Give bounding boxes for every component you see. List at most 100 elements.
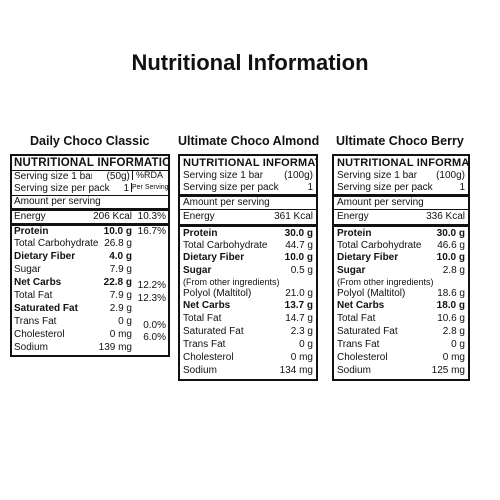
nutrient-value: 0 g — [118, 316, 132, 327]
nutrient-label: Energy — [337, 211, 369, 222]
nutrient-row: Polyol (Maltitol) 21.0 g — [180, 287, 316, 300]
nutrient-row: Cholesterol 0 mg — [334, 351, 468, 364]
nutrient-value: 4.0 g — [109, 251, 132, 262]
nutrient-row: Total Fat 7.9 g 12.3% — [12, 289, 168, 304]
nutrient-row: Dietary Fiber 10.0 g — [334, 252, 468, 264]
nutrient-label: Dietary Fiber — [183, 252, 245, 263]
nutrient-row: Protein 30.0 g — [180, 227, 316, 240]
serving-size-label: Serving size 1 bar — [183, 170, 264, 181]
nutrient-row: Sugar 2.8 g — [334, 264, 468, 277]
nutrient-value: 22.8 g — [103, 277, 132, 288]
per-pack-value: 1 — [307, 182, 313, 193]
nutrient-label: Total Carbohydrate — [337, 240, 422, 251]
nutrient-row: Sodium 139 mg — [12, 341, 168, 355]
nutrient-row: Total Carbohydrate 44.7 g — [180, 240, 316, 252]
nutrient-label: Protein — [183, 228, 218, 239]
amount-row: Amount per serving — [180, 197, 316, 209]
nutrient-row: Saturated Fat 2.3 g — [180, 325, 316, 338]
product-name-almond: Ultimate Choco Almond — [178, 134, 320, 148]
nutrient-label: Trans Fat — [183, 339, 226, 350]
nutrient-value: 7.9 g — [109, 264, 132, 275]
nutrient-rda: 6.0% — [143, 332, 166, 343]
per-pack-value: 1 — [459, 182, 465, 193]
serving-size-value: (50g) — [106, 171, 130, 182]
panel-header: NUTRITIONAL INFORMATION — [337, 157, 468, 169]
panel-header: NUTRITIONAL INFORMATION — [183, 157, 316, 169]
nutrient-value: 0 g — [299, 339, 313, 350]
nutrient-label: Total Carbohydrate — [183, 240, 268, 251]
nutrient-value: 13.7 g — [284, 300, 313, 311]
rda-subheader: Per Serving — [132, 184, 169, 191]
nutrient-row: Dietary Fiber 4.0 g — [12, 250, 168, 263]
nutrient-label: Trans Fat — [14, 316, 57, 327]
nutrient-value: 125 mg — [431, 365, 465, 376]
nutrient-rda: 12.3% — [137, 293, 166, 304]
nutrient-label: Polyol (Maltitol) — [337, 288, 406, 299]
amount-row: Amount per serving — [12, 196, 168, 208]
nutrient-label: Energy — [14, 211, 46, 222]
nutrient-label: Saturated Fat — [14, 303, 78, 314]
nutrition-panel-berry: NUTRITIONAL INFORMATION Serving size 1 b… — [332, 154, 470, 381]
nutrient-label: Net Carbs — [337, 300, 385, 311]
nutrient-row: Total Carbohydrate 26.8 g — [12, 238, 168, 250]
nutrient-value: 0.5 g — [290, 265, 313, 276]
nutrient-rda: 10.3% — [137, 211, 166, 222]
nutrient-value: 0 g — [451, 339, 465, 350]
nutrient-label: Sodium — [183, 365, 217, 376]
nutrient-label: Net Carbs — [183, 300, 231, 311]
nutrient-note-row: (From other ingredients) — [180, 277, 316, 287]
amount-row: Amount per serving — [334, 197, 468, 209]
nutrient-value: 10.0 g — [103, 226, 132, 237]
nutrient-row: Protein 10.0 g 16.7% — [12, 226, 168, 238]
nutrient-rda: 16.7% — [137, 226, 166, 237]
nutrient-label: Sodium — [337, 365, 371, 376]
nutrient-label: Cholesterol — [337, 352, 388, 363]
nutrition-panel-almond: NUTRITIONAL INFORMATION Serving size 1 b… — [178, 154, 318, 381]
nutrient-value: 30.0 g — [284, 228, 313, 239]
per-pack-label: Serving size per pack — [183, 182, 279, 193]
nutrient-value: 361 Kcal — [274, 211, 313, 222]
nutrient-value: 206 Kcal — [93, 211, 132, 222]
nutrient-label: Saturated Fat — [183, 326, 244, 337]
nutrient-label: Total Fat — [183, 313, 222, 324]
nutrient-label: Energy — [183, 211, 215, 222]
serving-size-value: (100g) — [284, 170, 313, 181]
nutrient-label: Sugar — [337, 265, 366, 276]
nutrient-value: 0 mg — [442, 352, 465, 363]
product-name-berry: Ultimate Choco Berry — [336, 134, 464, 148]
nutrient-row: Energy 336 Kcal — [334, 210, 468, 224]
nutrient-label: Net Carbs — [14, 277, 62, 288]
nutrient-label: Total Carbohydrate — [14, 238, 99, 249]
serving-size-value: (100g) — [436, 170, 465, 181]
nutrient-row: Total Fat 14.7 g — [180, 312, 316, 325]
serving-size-row: Serving size 1 bar (100g) — [334, 170, 468, 182]
nutrient-row: Energy 206 Kcal 10.3% — [12, 211, 168, 223]
nutrient-row: Total Fat 10.6 g — [334, 312, 468, 325]
nutrient-row: Trans Fat 0 g — [180, 338, 316, 351]
nutrient-value: 2.8 g — [442, 326, 465, 337]
nutrient-row: Saturated Fat 2.9 g — [12, 302, 168, 315]
rda-subheader-cell: Per Serving — [131, 183, 169, 192]
nutrient-value: 44.7 g — [285, 240, 313, 251]
nutrient-label: Polyol (Maltitol) — [183, 288, 252, 299]
per-pack-label: Serving size per pack — [14, 183, 110, 194]
nutrient-note-row: (From other ingredients) — [334, 277, 468, 287]
nutrient-row: Sodium 125 mg — [334, 364, 468, 379]
amount-label: Amount per serving — [337, 197, 424, 208]
nutrient-label: Sugar — [183, 265, 212, 276]
nutrient-row: Net Carbs 22.8 g 12.2% — [12, 276, 168, 291]
nutrient-value: 10.6 g — [437, 313, 465, 324]
serving-size-row: Serving size 1 bar (50g) %RDA — [12, 171, 168, 183]
per-pack-row: Serving size per pack 1 — [180, 182, 316, 194]
nutrient-label: Dietary Fiber — [337, 252, 399, 263]
nutrient-label: Protein — [337, 228, 372, 239]
nutrient-value: 134 mg — [279, 365, 313, 376]
nutrient-rda: 12.2% — [137, 280, 166, 291]
nutrient-value: 0 mg — [109, 329, 132, 340]
serving-size-label: Serving size 1 bar — [14, 171, 92, 182]
nutrient-value: 2.8 g — [442, 265, 465, 276]
per-pack-row: Serving size per pack 1 — [334, 182, 468, 194]
nutrient-rda: 0.0% — [143, 320, 166, 331]
product-name-classic: Daily Choco Classic — [30, 134, 150, 148]
nutrient-label: Sugar — [14, 264, 41, 275]
